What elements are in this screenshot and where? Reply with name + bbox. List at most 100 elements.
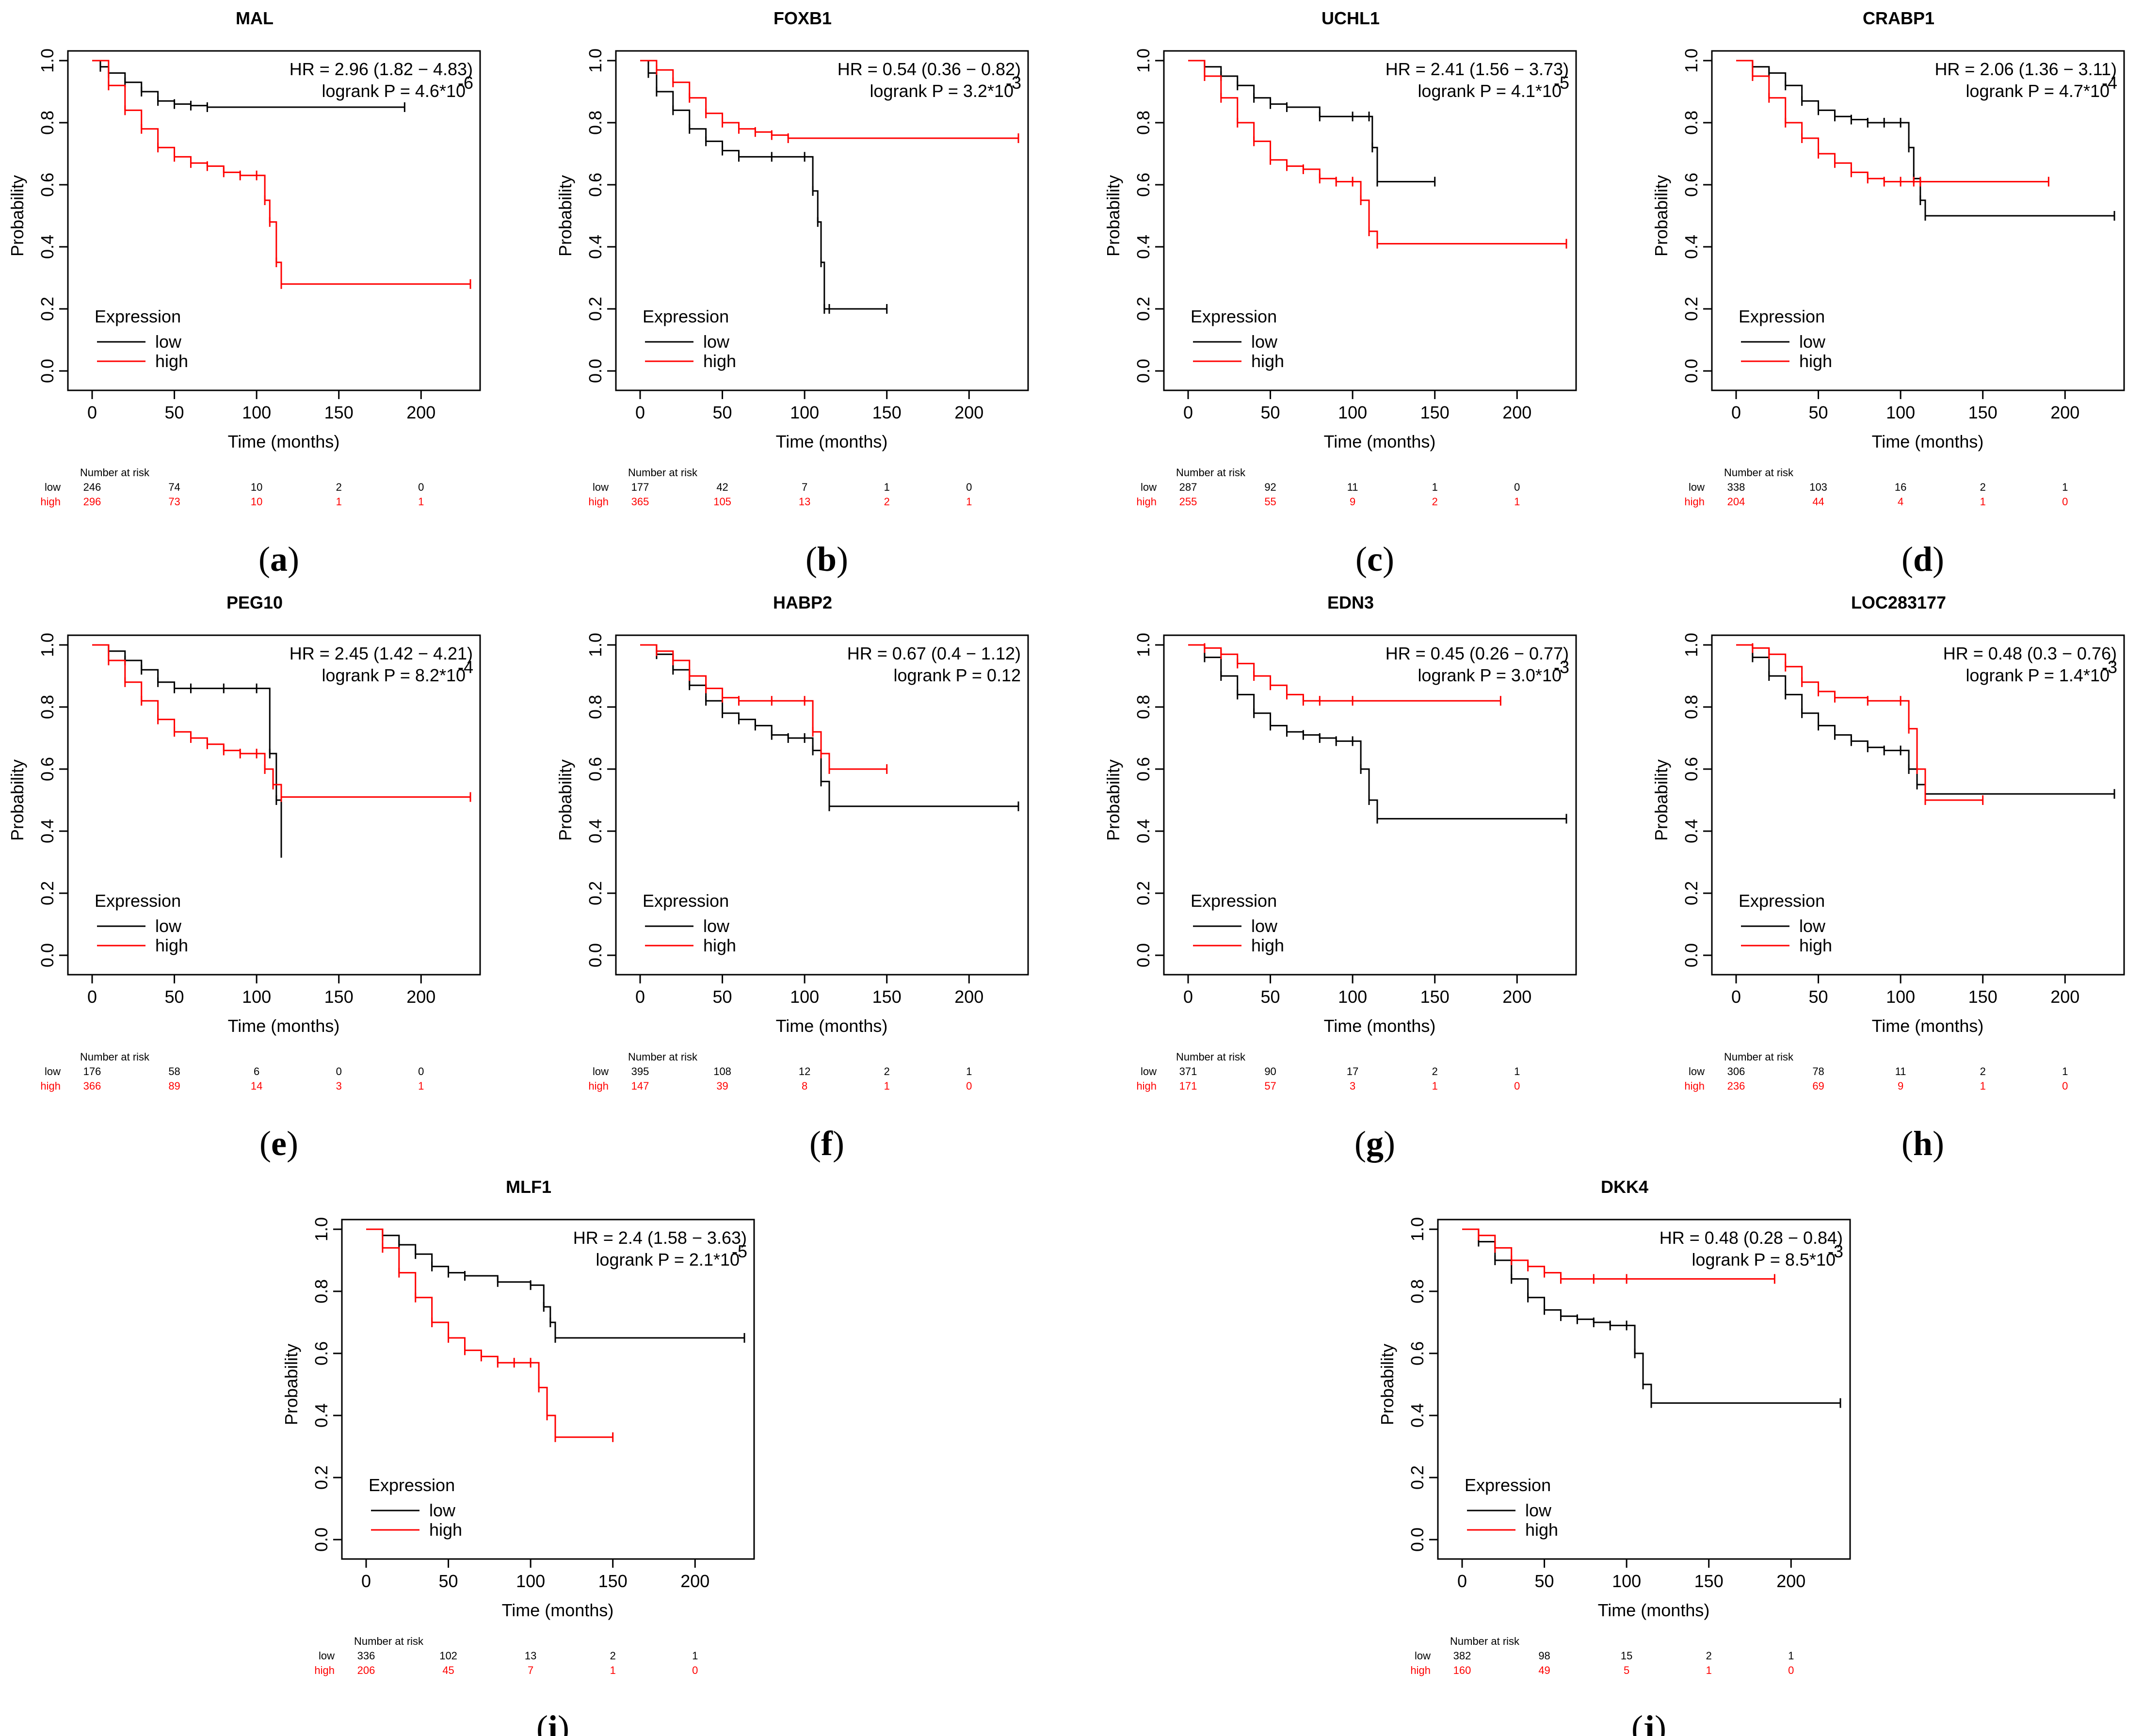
logrank-p: logrank P = 8.5*10: [1692, 1250, 1836, 1270]
risk-count-low: 338: [1727, 481, 1745, 493]
risk-count-low: 42: [716, 481, 728, 493]
logrank-p: logrank P = 4.1*10: [1418, 81, 1562, 101]
legend-label-low: low: [429, 1500, 456, 1520]
risk-header: Number at risk: [80, 1051, 150, 1063]
risk-count-low: 15: [1621, 1650, 1632, 1662]
panel-label: (i): [536, 1708, 569, 1736]
risk-row-label-low: low: [1689, 481, 1705, 493]
km-panel-h: LOC283177 0 50 100 150 200 Time (months) 0.0 0.2…: [1651, 593, 2125, 1163]
risk-count-low: 74: [168, 481, 180, 493]
risk-count-low: 0: [336, 1065, 342, 1077]
y-tick-label: 0.0: [1133, 359, 1153, 383]
y-tick-label: 0.4: [1407, 1403, 1427, 1428]
y-tick-label: 0.8: [311, 1279, 331, 1303]
x-tick-label: 150: [872, 402, 902, 422]
risk-count-high: 8: [802, 1080, 807, 1092]
x-tick-label: 100: [790, 987, 819, 1007]
y-tick-label: 0.8: [1133, 695, 1153, 719]
risk-count-low: 1: [692, 1650, 698, 1662]
logrank-p: logrank P = 4.7*10: [1966, 81, 2110, 101]
legend-label-low: low: [1799, 916, 1826, 936]
legend-title: Expression: [643, 306, 729, 326]
y-axis-title: Probability: [555, 175, 575, 257]
legend-label-high: high: [155, 351, 188, 371]
plot-title: MAL: [236, 8, 274, 28]
y-tick-label: 0.6: [37, 173, 57, 197]
y-tick-label: 0.0: [1407, 1527, 1427, 1552]
survival-curve-high: [640, 644, 887, 770]
risk-count-high: 1: [1432, 1080, 1438, 1092]
panel-label: (a): [258, 540, 299, 579]
risk-count-high: 89: [168, 1080, 180, 1092]
risk-count-high: 160: [1453, 1664, 1471, 1676]
legend-label-low: low: [1799, 332, 1826, 352]
hazard-ratio: HR = 0.67 (0.4 − 1.12): [847, 643, 1021, 663]
x-tick-label: 100: [1338, 987, 1367, 1007]
risk-count-low: 1: [1432, 481, 1438, 493]
y-axis-title: Probability: [1651, 175, 1671, 257]
x-axis-title: Time (months): [1324, 1016, 1436, 1036]
legend-title: Expression: [95, 306, 181, 326]
risk-count-low: 12: [799, 1065, 810, 1077]
x-tick-label: 50: [165, 987, 184, 1007]
survival-curve-high: [1188, 644, 1501, 702]
risk-count-high: 55: [1264, 496, 1276, 508]
plot-frame: [67, 634, 481, 976]
risk-count-high: 10: [251, 496, 262, 508]
plot-frame: [615, 50, 1029, 391]
risk-header: Number at risk: [1724, 1051, 1794, 1063]
risk-count-high: 44: [1812, 496, 1824, 508]
survival-curve-high: [1736, 60, 2049, 183]
logrank-p-exponent: -4: [458, 657, 473, 677]
x-tick-label: 50: [713, 402, 732, 422]
risk-count-low: 108: [713, 1065, 731, 1077]
logrank-p: logrank P = 8.2*10: [322, 665, 466, 685]
risk-count-low: 2: [1432, 1065, 1438, 1077]
y-tick-label: 0.2: [1681, 881, 1701, 905]
y-tick-label: 0.4: [311, 1403, 331, 1428]
hazard-ratio: HR = 0.45 (0.26 − 0.77): [1386, 643, 1569, 663]
x-tick-label: 0: [87, 402, 97, 422]
risk-count-high: 1: [1706, 1664, 1712, 1676]
risk-count-low: 17: [1347, 1065, 1358, 1077]
risk-count-high: 255: [1179, 496, 1197, 508]
risk-count-high: 3: [1350, 1080, 1355, 1092]
y-tick-label: 0.0: [585, 943, 605, 967]
y-tick-label: 1.0: [37, 48, 57, 73]
y-tick-label: 0.2: [1407, 1465, 1427, 1490]
risk-header: Number at risk: [628, 466, 698, 479]
hazard-ratio: HR = 2.96 (1.82 − 4.83): [290, 59, 473, 79]
x-tick-label: 50: [1809, 987, 1828, 1007]
legend-title: Expression: [1191, 891, 1277, 911]
x-tick-label: 100: [516, 1571, 545, 1591]
risk-count-high: 0: [1514, 1080, 1520, 1092]
survival-curve-low: [640, 60, 887, 310]
legend-label-high: high: [1251, 351, 1284, 371]
risk-count-low: 11: [1895, 1065, 1906, 1077]
y-tick-label: 0.2: [1133, 881, 1153, 905]
plot-frame: [1711, 50, 2125, 391]
risk-count-high: 0: [692, 1664, 698, 1676]
risk-count-low: 336: [357, 1650, 375, 1662]
x-tick-label: 200: [406, 987, 435, 1007]
x-tick-label: 50: [1535, 1571, 1554, 1591]
y-tick-label: 0.4: [1133, 235, 1153, 259]
risk-count-high: 204: [1727, 496, 1745, 508]
risk-count-low: 1: [2062, 481, 2068, 493]
risk-count-high: 105: [713, 496, 731, 508]
x-tick-label: 50: [1261, 987, 1280, 1007]
y-tick-label: 0.8: [1133, 111, 1153, 135]
y-tick-label: 0.0: [37, 943, 57, 967]
y-axis-title: Probability: [281, 1344, 301, 1425]
y-tick-label: 0.6: [585, 757, 605, 781]
logrank-p-exponent: -5: [732, 1241, 747, 1261]
x-tick-label: 50: [1261, 402, 1280, 422]
risk-header: Number at risk: [1724, 466, 1794, 479]
x-tick-label: 150: [1420, 987, 1450, 1007]
y-tick-label: 0.6: [1681, 173, 1701, 197]
x-tick-label: 200: [954, 402, 983, 422]
logrank-p: logrank P = 3.2*10: [870, 81, 1014, 101]
km-panel-g: EDN3 0 50 100 150 200 Time (months) 0.0 0.2 0.4 0.…: [1103, 593, 1577, 1163]
